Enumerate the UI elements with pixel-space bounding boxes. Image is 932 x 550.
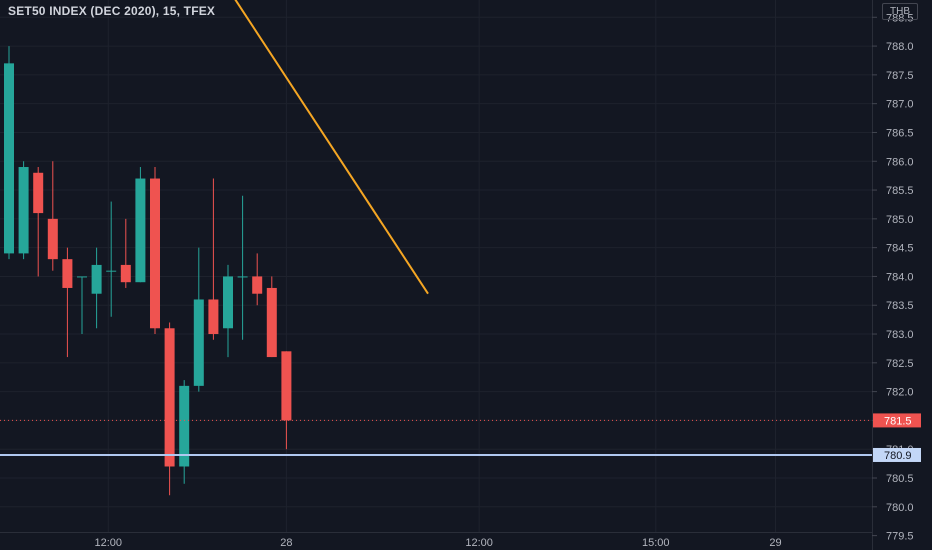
candle-body [252,276,263,294]
candle[interactable] [223,264,233,358]
candle-body [135,178,146,283]
candle[interactable] [266,276,277,358]
candle[interactable] [91,247,102,329]
drawings[interactable] [0,0,872,456]
candle-body [4,63,14,254]
candle[interactable] [193,247,204,392]
candle[interactable] [237,195,248,340]
candle-body [62,259,73,288]
trend-line[interactable] [228,0,429,295]
last-price-label: 781.5 [884,415,912,427]
candle-body [91,264,102,294]
last-price-label-bg [873,413,921,428]
price-tick-label: 787.0 [886,99,914,111]
price-tick-label: 783.5 [886,300,914,312]
price-tick-label: 780.0 [886,502,914,514]
candle-body [193,299,204,386]
candle-body [150,178,160,329]
currency-label[interactable]: THB [882,3,918,20]
horizontal-line-label-bg [873,447,921,462]
price-tick-label: 788.5 [886,12,914,24]
price-tick-label: 783.0 [886,329,914,341]
candle-body [266,287,277,358]
horizontal-line-label: 780.9 [884,450,912,462]
price-tick-label: 779.5 [886,531,914,543]
candles[interactable] [4,46,292,496]
candle-body [237,276,248,278]
candle[interactable] [164,322,175,496]
time-tick-label: 28 [280,537,292,549]
candle[interactable] [106,201,117,317]
time-tick-label: 29 [769,537,781,549]
price-tick-label: 788.0 [886,41,914,53]
candle-body [33,172,44,214]
price-tick-label: 786.5 [886,127,914,139]
price-tick-label: 780.5 [886,473,914,485]
candle[interactable] [77,276,87,335]
candle-body [77,276,87,278]
price-axis[interactable]: 779.5780.0780.5781.0781.5782.0782.5783.0… [872,0,932,550]
price-tick-label: 784.5 [886,243,914,255]
price-tick-label: 785.5 [886,185,914,197]
price-tick-label: 785.0 [886,214,914,226]
candle-body [208,299,219,335]
candle[interactable] [252,253,263,306]
candle-body [120,264,131,283]
candle[interactable] [33,167,44,277]
candle[interactable] [18,161,29,260]
price-tick-label: 782.0 [886,387,914,399]
price-tick-label: 787.5 [886,70,914,82]
time-tick-label: 12:00 [95,537,123,549]
price-tick-label: 786.0 [886,156,914,168]
candle-body [164,328,175,467]
candle[interactable] [47,161,58,271]
candle-body [47,218,58,260]
time-axis-background [0,532,872,550]
candle[interactable] [135,167,146,283]
candle-body [281,351,292,421]
time-axis[interactable]: 12:00 28 12:00 15:00 29 [0,532,872,550]
candle[interactable] [208,178,219,340]
candle[interactable] [150,167,160,335]
candle-body [106,270,117,272]
candle[interactable] [120,218,131,288]
candle[interactable] [4,46,14,260]
time-tick-label: 12:00 [465,537,493,549]
candle[interactable] [179,380,190,484]
candle-body [223,276,233,329]
candle[interactable] [281,351,292,450]
price-tick-label: 784.0 [886,271,914,283]
candle[interactable] [62,247,73,358]
candle-body [18,167,29,254]
candle-body [179,385,190,467]
price-tick-label: 782.5 [886,358,914,370]
chart-title: SET50 INDEX (DEC 2020), 15, TFEX [8,4,216,18]
time-tick-label: 15:00 [642,537,670,549]
